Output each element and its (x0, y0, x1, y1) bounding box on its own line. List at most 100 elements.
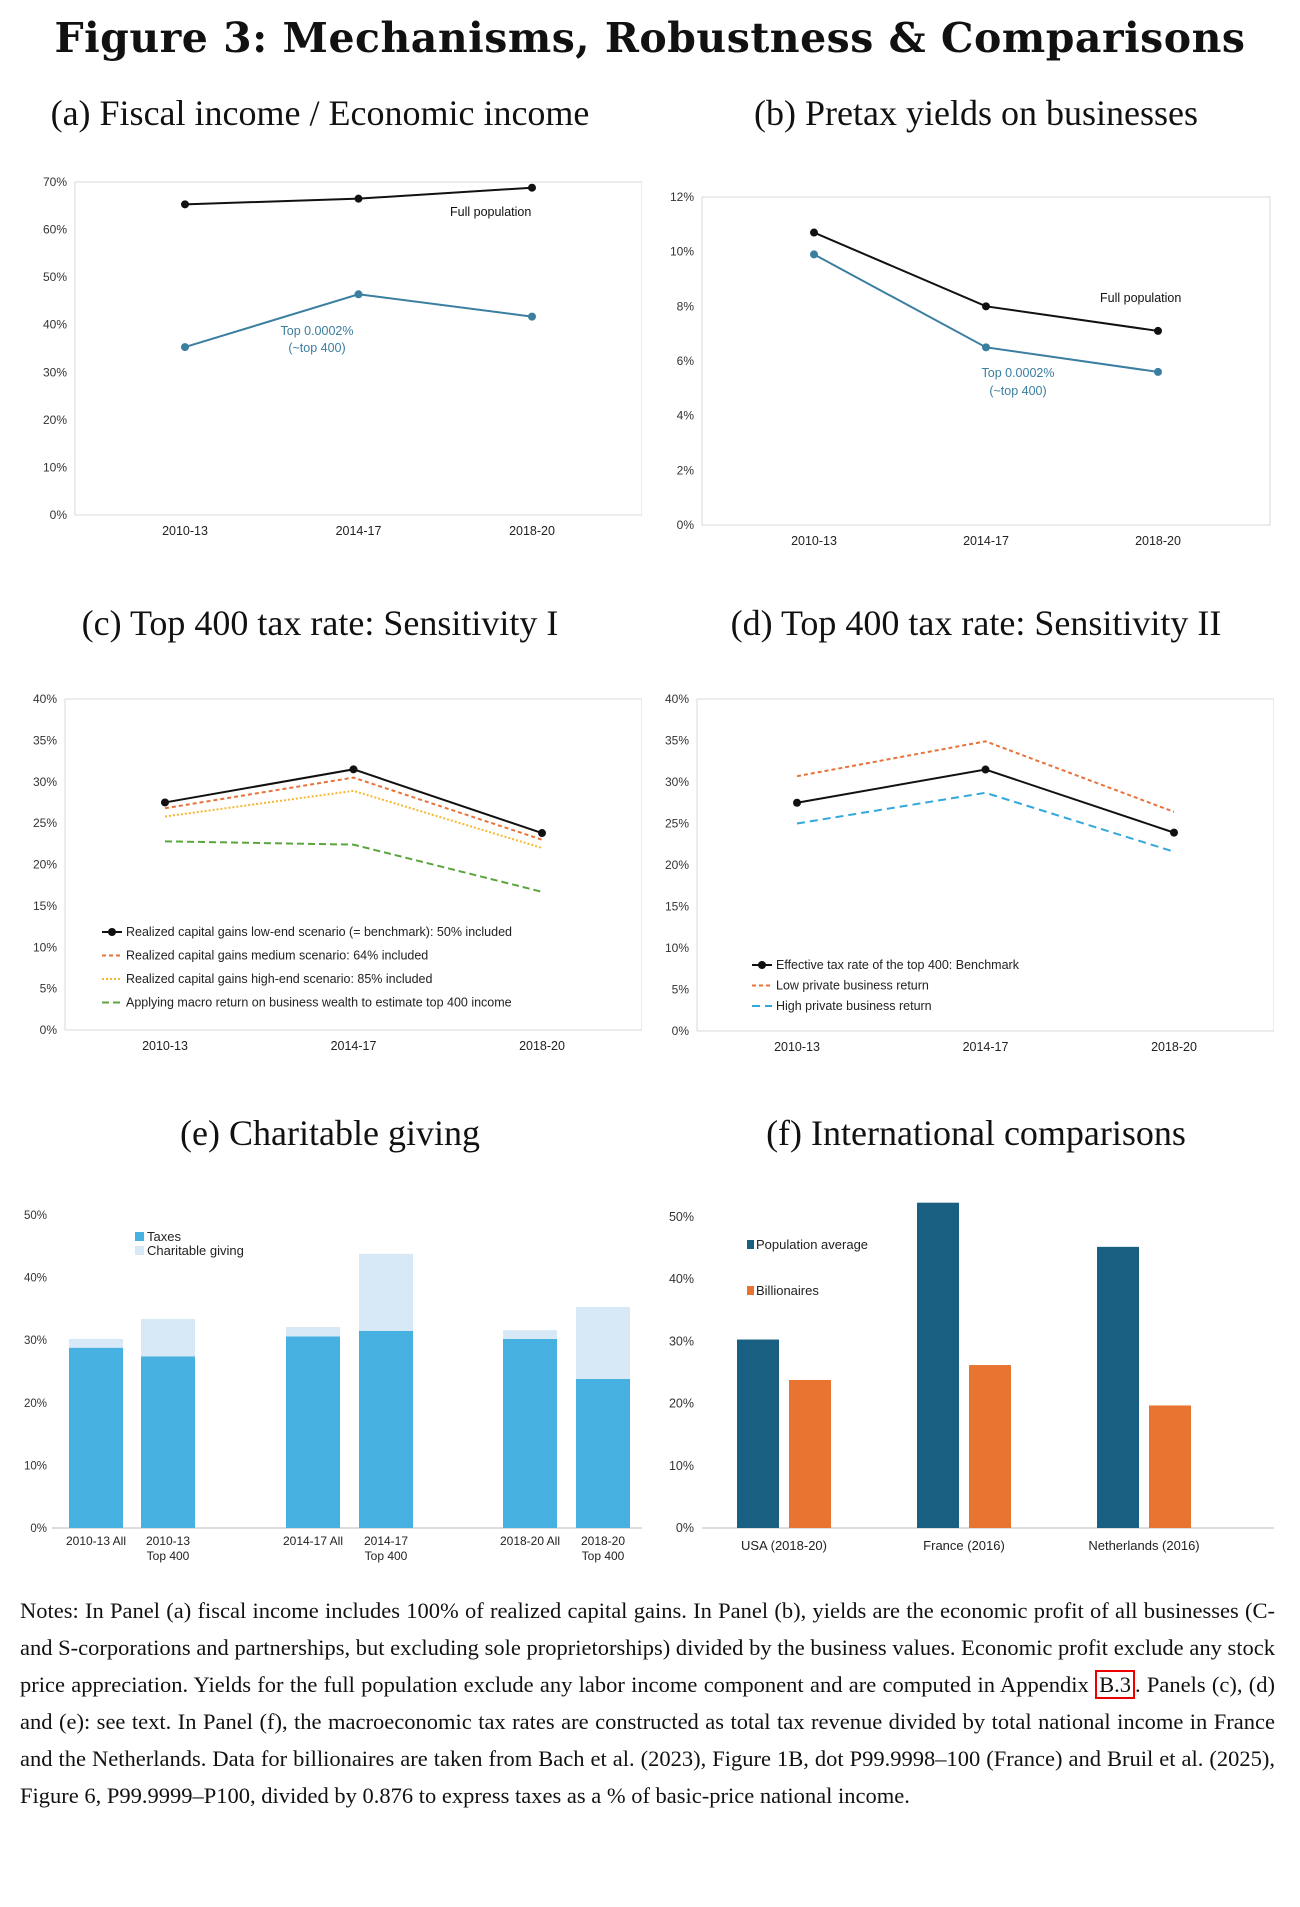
annotation-full-population: Full population (450, 205, 531, 219)
bar-population-average (737, 1339, 779, 1528)
series-1-point (354, 194, 363, 203)
annotation-top-400: (~top 400) (288, 341, 345, 355)
panel0-ytick-label: 50% (43, 270, 67, 284)
x-tick-label: 2010-13 (791, 534, 837, 548)
series-1-point (538, 829, 546, 838)
bar-charitable-giving (359, 1253, 413, 1331)
panel2-ytick-label: 20% (33, 858, 57, 872)
series-1-point (1154, 326, 1162, 335)
panel3-ytick-label: 10% (665, 941, 689, 955)
series-1-point (349, 765, 358, 774)
panel1-ytick-label: 4% (677, 409, 695, 423)
legend-swatch-2 (747, 1286, 754, 1295)
panel1-ytick-label: 0% (677, 518, 695, 532)
y-tick-label: 20% (24, 1398, 47, 1410)
x-tick-label: 2010-13 (774, 1040, 820, 1054)
panel-a-chart: 0% 10% 20% 30% 40% 50% 60% 70% 2010-13 2014-17 201… (43, 175, 642, 538)
panel3-plot-frame (696, 698, 1274, 1032)
series-1-point (528, 183, 536, 192)
series-1-point (981, 765, 990, 774)
panel-d-title: (d) Top 400 tax rate: Sensitivity II (730, 603, 1222, 643)
panel0-plot-frame (74, 181, 642, 516)
legend-label-1: Population average (756, 1237, 868, 1252)
x-tick-label: 2010-13 (146, 1534, 190, 1548)
panel-a-title: (a) Fiscal income / Economic income (50, 93, 590, 133)
bar-charitable-giving (69, 1338, 123, 1348)
bar-charitable-giving (141, 1318, 195, 1357)
x-tick-label: 2018-20 (509, 524, 555, 538)
legend-label-2: Low private business return (776, 979, 929, 993)
legend-marker-1 (758, 961, 766, 969)
series-2-point (982, 343, 990, 352)
bar-population-average (917, 1202, 959, 1528)
panel3-ytick-label: 35% (665, 734, 689, 748)
series-line-1 (164, 768, 543, 835)
panel3-ytick-label: 40% (665, 692, 689, 706)
series-line-2 (813, 253, 1159, 373)
series-1-point (793, 798, 801, 807)
panel2-ytick-label: 30% (33, 775, 57, 789)
series-2-point (1154, 367, 1162, 376)
legend-label-2: Realized capital gains medium scenario: … (126, 949, 428, 963)
series-2-point (810, 250, 818, 259)
bar-charitable-giving (503, 1330, 557, 1339)
x-tick-label: 2010-13 (162, 524, 208, 538)
panel2-ytick-label: 10% (33, 940, 57, 954)
notes-text-after: . Panels (c), (d) and (e): see text. In … (20, 1672, 1276, 1808)
bar-charitable-giving (576, 1307, 630, 1380)
panel3-ytick-label: 30% (665, 775, 689, 789)
panel2-ytick-label: 35% (33, 733, 57, 747)
panel1-ytick-label: 12% (670, 190, 694, 204)
x-tick-label: 2014-17 (336, 524, 382, 538)
annotation-top-group: Top 0.0002% (281, 324, 354, 338)
bar-taxes (576, 1379, 630, 1528)
series-2-point (354, 290, 363, 299)
legend-label-4: Applying macro return on business wealth… (126, 996, 512, 1010)
series-line-4 (164, 840, 543, 893)
series-2-point (528, 312, 536, 321)
legend-label-3: High private business return (776, 999, 932, 1013)
y-tick-label: 20% (669, 1397, 694, 1411)
bar-taxes (503, 1338, 557, 1528)
panel-e-title: (e) Charitable giving (180, 1113, 480, 1153)
figure-notes: Notes: In Panel (a) fiscal income includ… (20, 1592, 1275, 1814)
y-tick-label: 30% (669, 1334, 694, 1348)
y-tick-label: 30% (24, 1335, 47, 1347)
series-1-point (161, 798, 169, 807)
y-tick-label: 40% (669, 1272, 694, 1286)
x-tick-label: Top 400 (147, 1549, 190, 1563)
annotation-full-population: Full population (1100, 291, 1181, 305)
x-tick-label: 2014-17 (364, 1534, 408, 1548)
notes-text-before: Notes: In Panel (a) fiscal income includ… (20, 1598, 1275, 1697)
x-tick-label: Top 400 (365, 1549, 408, 1563)
appendix-link[interactable]: B.3 (1095, 1670, 1135, 1699)
series-line-1 (796, 768, 1175, 834)
panel0-ytick-label: 40% (43, 318, 67, 332)
series-1-point (1170, 828, 1178, 837)
legend-label-3: Realized capital gains high-end scenario… (126, 972, 432, 986)
panel-f-title: (f) International comparisons (766, 1113, 1186, 1153)
bar-taxes (286, 1336, 340, 1528)
y-tick-label: 40% (24, 1273, 47, 1285)
panel3-ytick-label: 25% (665, 817, 689, 831)
panel2-ytick-label: 15% (33, 899, 57, 913)
legend-marker-1 (108, 928, 116, 936)
series-1-point (810, 228, 818, 237)
panel-f-chart: 0% 10% 20% 30% 40% 50% USA (2018-20) France (20… (669, 1202, 1274, 1553)
x-tick-label: 2010-13 (142, 1039, 188, 1053)
legend-label-1: Taxes (147, 1229, 181, 1244)
y-tick-label: 10% (24, 1460, 47, 1472)
legend-label-2: Charitable giving (147, 1243, 244, 1258)
y-tick-label: 0% (676, 1521, 694, 1535)
x-tick-label: 2018-20 (519, 1039, 565, 1053)
panel-c-title: (c) Top 400 tax rate: Sensitivity I (81, 603, 559, 643)
series-line-3 (164, 789, 543, 849)
x-tick-label: 2014-17 All (283, 1534, 343, 1548)
panel2-ytick-label: 0% (40, 1023, 58, 1037)
panel3-ytick-label: 5% (672, 983, 690, 997)
y-tick-label: 10% (669, 1459, 694, 1473)
panel2-plot-frame (64, 698, 642, 1031)
panel1-ytick-label: 8% (677, 299, 695, 313)
panel0-ytick-label: 10% (43, 460, 67, 474)
